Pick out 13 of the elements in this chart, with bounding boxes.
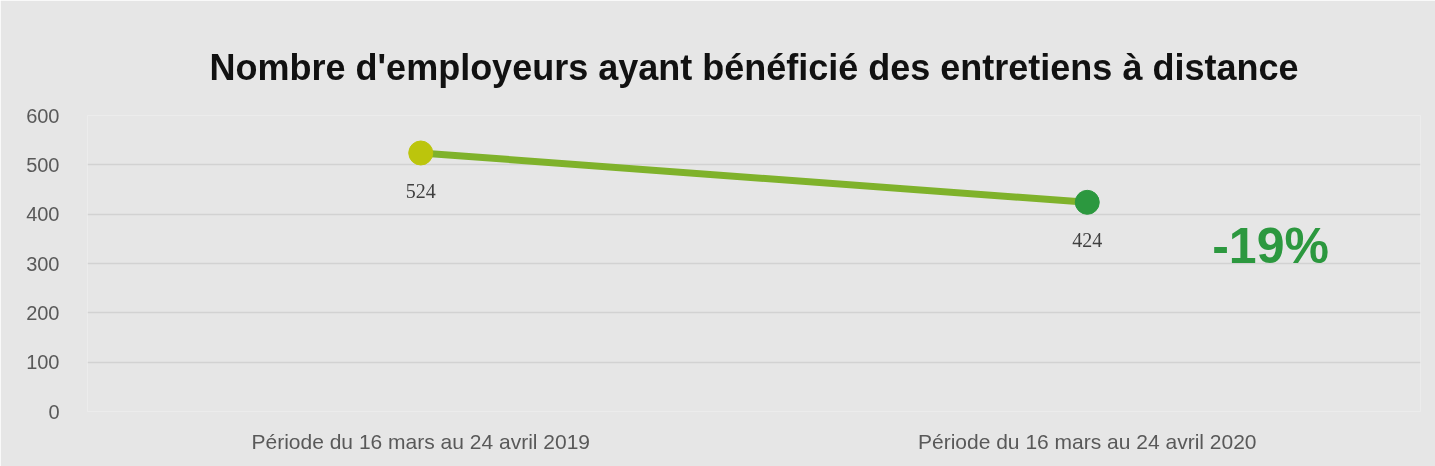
- y-tick-label: 300: [26, 252, 60, 275]
- data-label: 424: [1072, 229, 1103, 252]
- x-tick-label: Période du 16 mars au 24 avril 2019: [251, 429, 591, 453]
- y-tick-label: 100: [26, 351, 60, 374]
- chart-title: Nombre d'employeurs ayant bénéficié des entretiens à distance: [209, 46, 1299, 88]
- y-tick-label: 0: [48, 400, 60, 423]
- data-label: 524: [405, 179, 436, 202]
- y-tick-label: 500: [26, 153, 60, 176]
- x-tick-label: Période du 16 mars au 24 avril 2020: [917, 429, 1257, 453]
- y-tick-label: 400: [26, 203, 60, 226]
- y-tick-label: 200: [26, 301, 60, 324]
- annotation: -19%: [1212, 217, 1329, 274]
- y-tick-label: 600: [26, 104, 60, 127]
